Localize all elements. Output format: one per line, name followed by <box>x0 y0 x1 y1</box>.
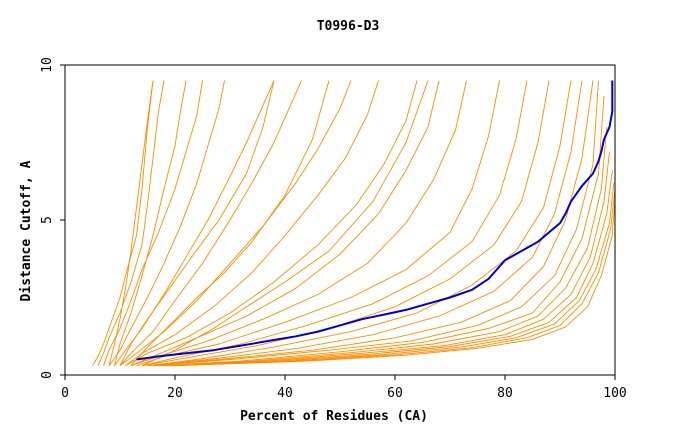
x-tick-label: 100 <box>603 386 626 401</box>
y-tick-label: 5 <box>40 216 55 224</box>
x-tick-label: 40 <box>277 386 293 401</box>
x-tick-label: 80 <box>497 386 513 401</box>
series-line-20 <box>158 126 608 367</box>
series-line-19 <box>158 95 605 367</box>
x-tick-label: 0 <box>61 386 69 401</box>
series-line-17 <box>152 80 594 367</box>
y-tick-label: 10 <box>40 57 55 73</box>
series-layer <box>92 80 616 367</box>
series-line-4 <box>108 80 225 366</box>
series-line-6 <box>119 80 302 366</box>
series-line-28 <box>119 80 275 366</box>
series-line-23 <box>169 182 615 367</box>
series-line-26 <box>108 80 154 366</box>
series-line-1 <box>92 80 154 366</box>
series-line-9 <box>125 80 418 367</box>
y-tick-label: 0 <box>40 371 55 379</box>
series-line-14 <box>141 80 550 367</box>
highlight-series-line <box>136 80 614 361</box>
series-line-12 <box>136 80 500 367</box>
y-axis-label: Distance Cutoff, A <box>19 160 34 301</box>
x-axis-ticks: 0 20 40 60 80 100 <box>61 375 627 401</box>
x-tick-label: 20 <box>167 386 183 401</box>
series-line-2 <box>97 80 165 366</box>
series-line-11 <box>130 80 467 367</box>
series-line-27 <box>114 80 187 366</box>
chart-title: T0996-D3 <box>317 19 380 34</box>
series-line-8 <box>125 80 379 367</box>
series-line-3 <box>103 80 203 366</box>
series-line-18 <box>152 80 599 367</box>
series-line-16 <box>147 80 583 367</box>
y-axis-ticks: 0 5 10 <box>40 57 65 379</box>
series-line-24 <box>169 188 616 367</box>
series-line-30 <box>141 80 429 367</box>
series-line-22 <box>163 170 613 367</box>
series-line-7 <box>119 80 352 367</box>
series-line-10 <box>130 80 440 367</box>
series-line-25 <box>174 198 616 367</box>
series-line-29 <box>130 80 330 366</box>
x-axis-label: Percent of Residues (CA) <box>240 409 428 424</box>
series-line-21 <box>163 151 610 367</box>
x-tick-label: 60 <box>387 386 403 401</box>
highlight-layer <box>136 80 614 361</box>
series-line-13 <box>141 80 528 367</box>
